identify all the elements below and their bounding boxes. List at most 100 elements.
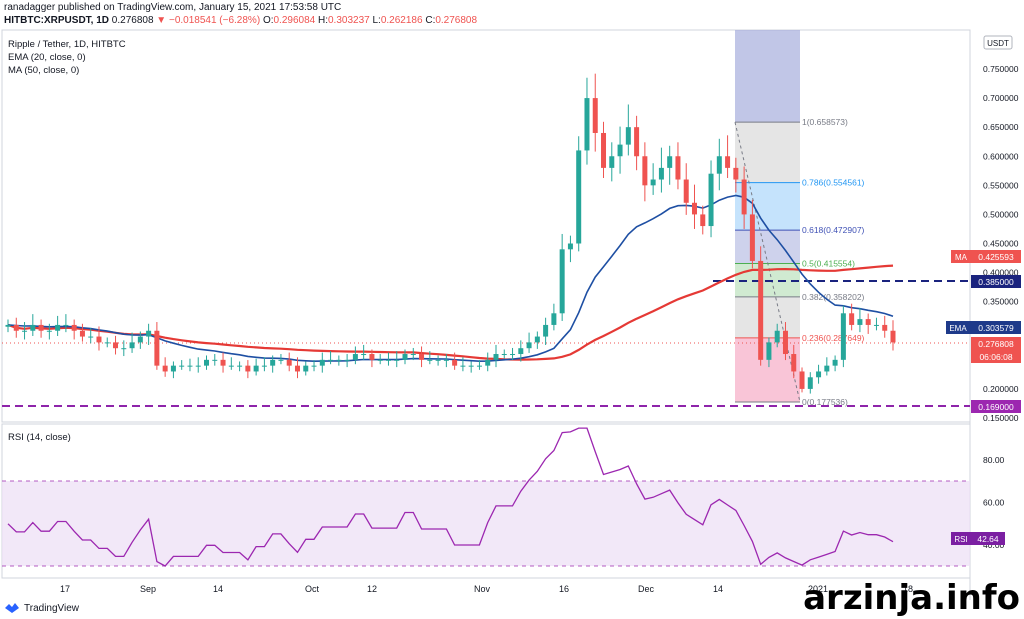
fib-level-label: 0.618(0.472907)	[802, 225, 865, 235]
time-tick-label: 12	[367, 584, 377, 594]
candle-body	[857, 319, 863, 325]
candle-body	[79, 330, 85, 337]
rsi-badge: RSI 42.64	[951, 532, 1005, 545]
candle-body	[840, 313, 846, 360]
price-tick-label: 0.200000	[983, 384, 1019, 394]
candle-body	[476, 365, 482, 367]
candle-body	[212, 359, 218, 361]
candle-body	[55, 324, 61, 331]
fib-zone	[735, 296, 800, 338]
candle-body	[385, 359, 391, 361]
candle-body	[576, 150, 582, 244]
candle-body	[667, 156, 673, 168]
candle-body	[592, 98, 598, 133]
low-value: 0.262186	[380, 15, 423, 26]
ema-badge-value: 0.303579	[978, 323, 1014, 333]
candle-body	[71, 324, 77, 331]
high-value: 0.303237	[328, 15, 370, 26]
candle-body	[567, 243, 573, 250]
candle-body	[609, 156, 615, 168]
candle-body	[865, 319, 871, 325]
candle-body	[543, 324, 549, 337]
time-axis[interactable]: 17 Sep 14 Oct 12 Nov 16 Dec 14 2021 18	[60, 584, 913, 594]
candle-body	[816, 371, 822, 378]
candle-body	[154, 330, 160, 366]
candle-body	[22, 330, 28, 332]
candle-body	[658, 167, 664, 180]
fib-level-label: 0.5(0.415554)	[802, 259, 855, 269]
rsi-tick-label: 60.00	[983, 498, 1005, 508]
candle-body	[377, 359, 383, 361]
candle-body	[584, 98, 590, 151]
candle-body	[766, 342, 772, 360]
candle-body	[799, 371, 805, 389]
candle-body	[402, 354, 408, 360]
candle-body	[63, 324, 69, 326]
candle-body	[294, 365, 300, 372]
ema-badge-label: EMA	[949, 324, 967, 333]
candle-body	[510, 354, 516, 356]
candle-body	[849, 313, 855, 325]
price-tick-label: 0.350000	[983, 297, 1019, 307]
legend-title: Ripple / Tether, 1D, HITBTC	[8, 39, 126, 50]
candle-body	[121, 348, 127, 350]
candle-body	[170, 365, 176, 372]
legend-rsi: RSI (14, close)	[8, 432, 71, 443]
fib-level-label: 0.382(0.358202)	[802, 292, 865, 302]
countdown-value: 06:06:08	[979, 352, 1012, 362]
price-tick-label: 0.150000	[983, 413, 1019, 423]
candle-body	[749, 214, 755, 261]
candle-body	[700, 214, 706, 227]
close-value: 0.276808	[435, 15, 478, 26]
candle-body	[88, 336, 94, 338]
currency-badge[interactable]	[983, 35, 1013, 50]
last-price-badge: 0.276808 06:06:08	[971, 337, 1021, 363]
candle-body	[104, 342, 110, 344]
candle-body	[96, 336, 102, 343]
candle-body	[46, 330, 52, 332]
candle-body	[245, 365, 251, 372]
rsi-badge-label: RSI	[954, 535, 967, 544]
price-axis[interactable]: 0.750000 0.700000 0.650000 0.600000 0.550000…	[983, 64, 1019, 423]
last-price: 0.276808	[111, 15, 154, 26]
time-tick-label: Nov	[474, 584, 491, 594]
candle-body	[253, 365, 259, 372]
last-price-badge-value: 0.276808	[978, 339, 1014, 349]
candle-body	[675, 156, 681, 180]
fib-labels: 1(0.658573) 0.786(0.554561) 0.618(0.472907…	[802, 117, 865, 407]
level-169-value: 0.169000	[978, 402, 1014, 412]
low-label: L:	[372, 15, 381, 26]
legend-ema: EMA (20, close, 0)	[8, 52, 86, 63]
candle-body	[617, 144, 623, 157]
candle-body	[642, 156, 648, 186]
candle-body	[518, 348, 524, 355]
candle-body	[328, 359, 334, 361]
tradingview-logo[interactable]: TradingView	[4, 602, 79, 614]
fib-level-label: 0.786(0.554561)	[802, 178, 865, 188]
candle-body	[832, 359, 838, 366]
watermark: arzinja.info	[803, 578, 1020, 618]
candle-body	[708, 173, 714, 227]
candle-body	[311, 365, 317, 367]
legend-ma: MA (50, close, 0)	[8, 65, 79, 76]
candle-body	[758, 260, 764, 360]
candle-body	[716, 156, 722, 174]
candle-body	[237, 365, 243, 367]
candle-body	[452, 359, 458, 366]
candle-body	[336, 359, 342, 361]
publisher-line: ranadagger published on TradingView.com,…	[4, 2, 342, 13]
fib-zone	[735, 230, 800, 264]
candle-body	[278, 359, 284, 361]
candle-body	[137, 336, 143, 343]
open-label: O:	[262, 15, 274, 26]
candle-body	[493, 354, 499, 360]
price-chart[interactable]: 1(0.658573) 0.786(0.554561) 0.618(0.472907…	[0, 0, 1024, 600]
fib-level-label: 0(0.177536)	[802, 397, 848, 407]
time-tick-label: 16	[559, 584, 569, 594]
time-tick-label: 14	[713, 584, 723, 594]
candle-body	[410, 354, 416, 356]
candle-body	[344, 359, 350, 361]
level-169-badge: 0.169000	[971, 400, 1021, 413]
footer: TradingView	[0, 600, 1024, 619]
ema-badge: EMA 0.303579	[946, 321, 1021, 334]
